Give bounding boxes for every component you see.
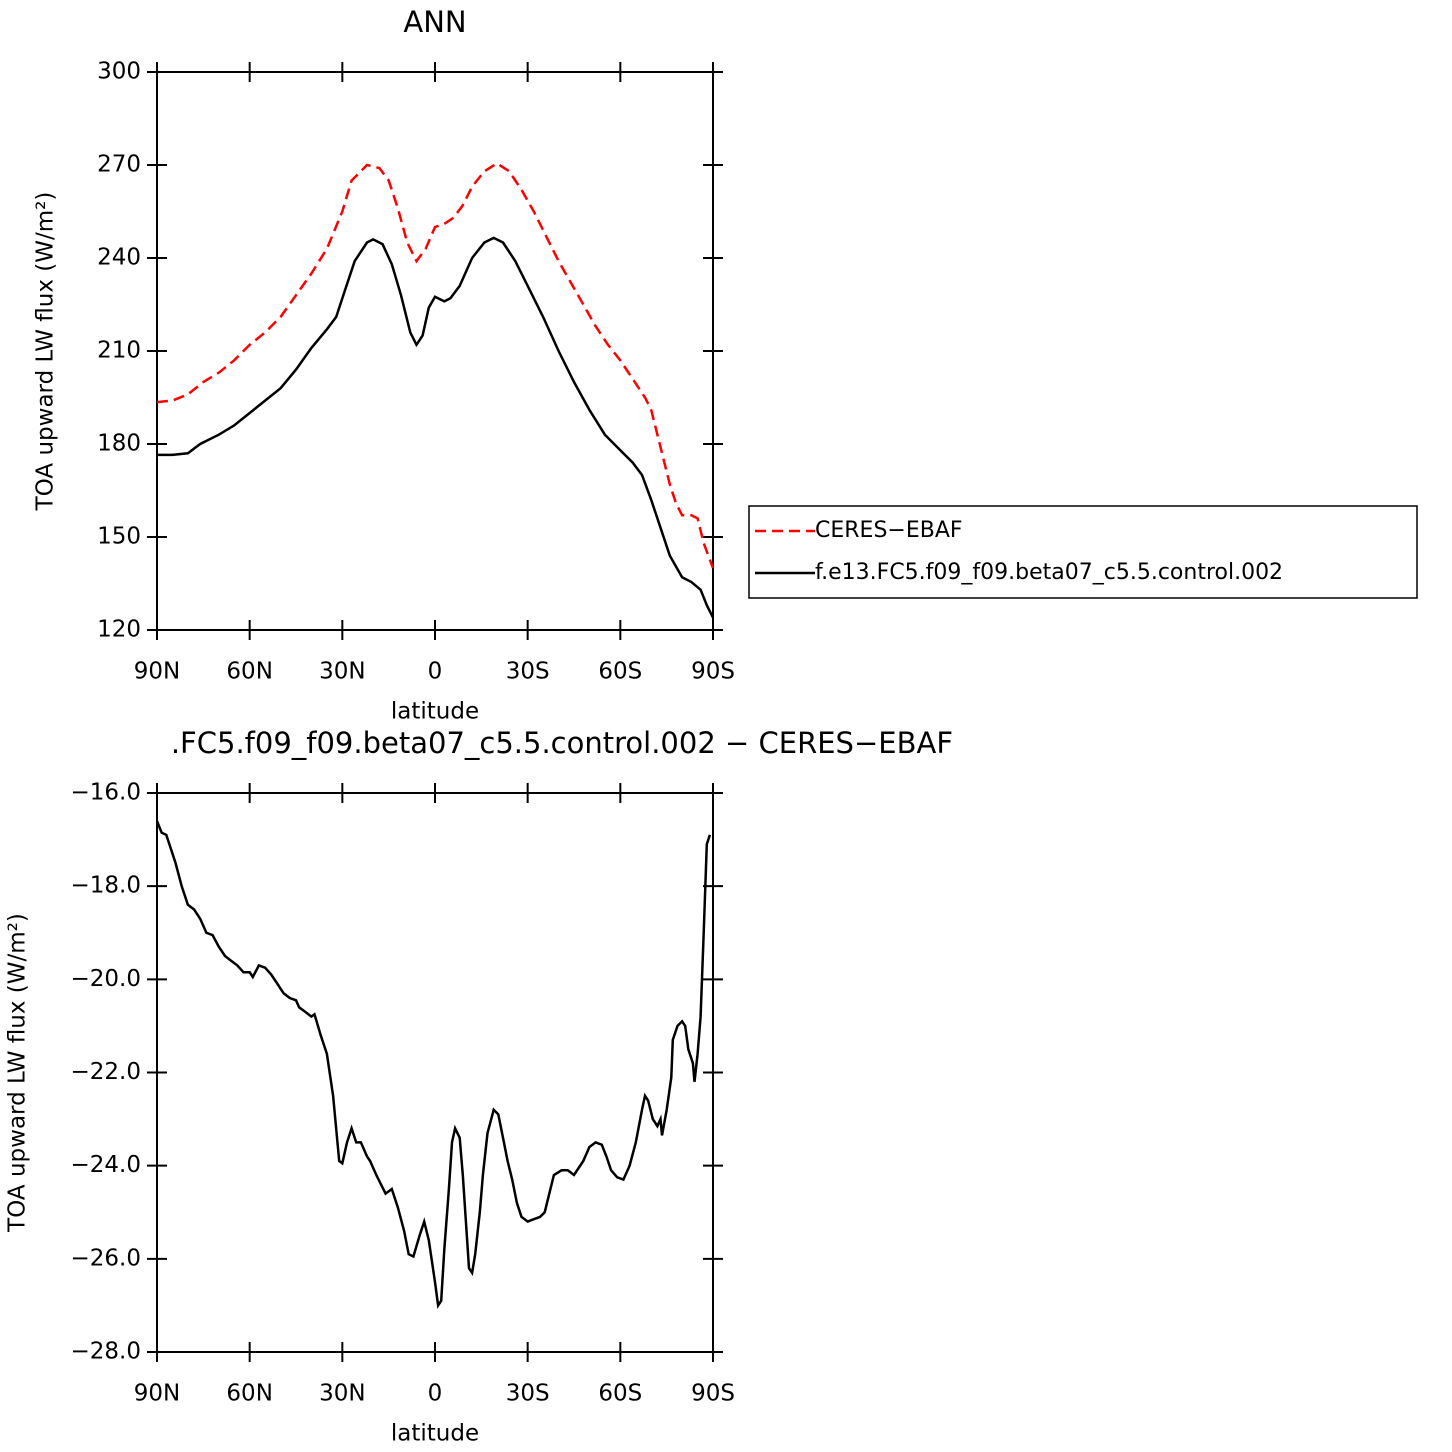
- x-tick-label: 0: [428, 659, 443, 685]
- y-axis-label: TOA upward LW flux (W/m²): [33, 192, 59, 512]
- chart-title: .FC5.f09_f09.beta07_c5.5.control.002 − C…: [171, 726, 953, 760]
- x-tick-label: 60S: [598, 659, 642, 685]
- x-tick-label: 60N: [226, 659, 272, 685]
- x-tick-label: 90S: [691, 1381, 735, 1407]
- x-tick-label: 60S: [598, 1381, 642, 1407]
- plot-frame: [156, 792, 714, 1353]
- y-axis-label: TOA upward LW flux (W/m²): [5, 913, 31, 1233]
- y-tick-label: 270: [97, 152, 141, 178]
- series-line: [157, 236, 715, 619]
- x-tick-label: 30S: [506, 1381, 550, 1407]
- y-tick-label: 150: [97, 524, 141, 550]
- x-tick-label: 30N: [319, 659, 365, 685]
- x-tick-label: 90N: [134, 659, 180, 685]
- legend-box: [748, 505, 1418, 599]
- y-tick-label: −16.0: [71, 780, 141, 806]
- y-tick-label: 300: [97, 59, 141, 85]
- series-line: [155, 820, 712, 1309]
- y-tick-label: −26.0: [71, 1245, 141, 1271]
- y-tick-label: 120: [97, 617, 141, 643]
- x-tick-label: 60N: [226, 1381, 272, 1407]
- x-axis-label: latitude: [391, 1421, 479, 1447]
- x-tick-label: 0: [428, 1381, 443, 1407]
- legend-label: CERES−EBAF: [815, 518, 963, 543]
- legend-label: f.e13.FC5.f09_f09.beta07_c5.5.control.00…: [815, 560, 1283, 585]
- x-tick-label: 30N: [319, 1381, 365, 1407]
- chart-title: ANN: [403, 5, 466, 39]
- y-tick-label: −18.0: [71, 873, 141, 899]
- y-tick-label: −20.0: [71, 966, 141, 992]
- y-tick-label: 240: [97, 245, 141, 271]
- y-tick-label: 210: [97, 338, 141, 364]
- y-tick-label: −24.0: [71, 1152, 141, 1178]
- x-tick-label: 90N: [134, 1381, 180, 1407]
- y-tick-label: −22.0: [71, 1059, 141, 1085]
- x-tick-label: 90S: [691, 659, 735, 685]
- y-tick-label: 180: [97, 431, 141, 457]
- x-axis-label: latitude: [391, 699, 479, 725]
- x-tick-label: 30S: [506, 659, 550, 685]
- series-line: [156, 161, 715, 569]
- y-tick-label: −28.0: [71, 1339, 141, 1365]
- plot-frame: [156, 71, 714, 631]
